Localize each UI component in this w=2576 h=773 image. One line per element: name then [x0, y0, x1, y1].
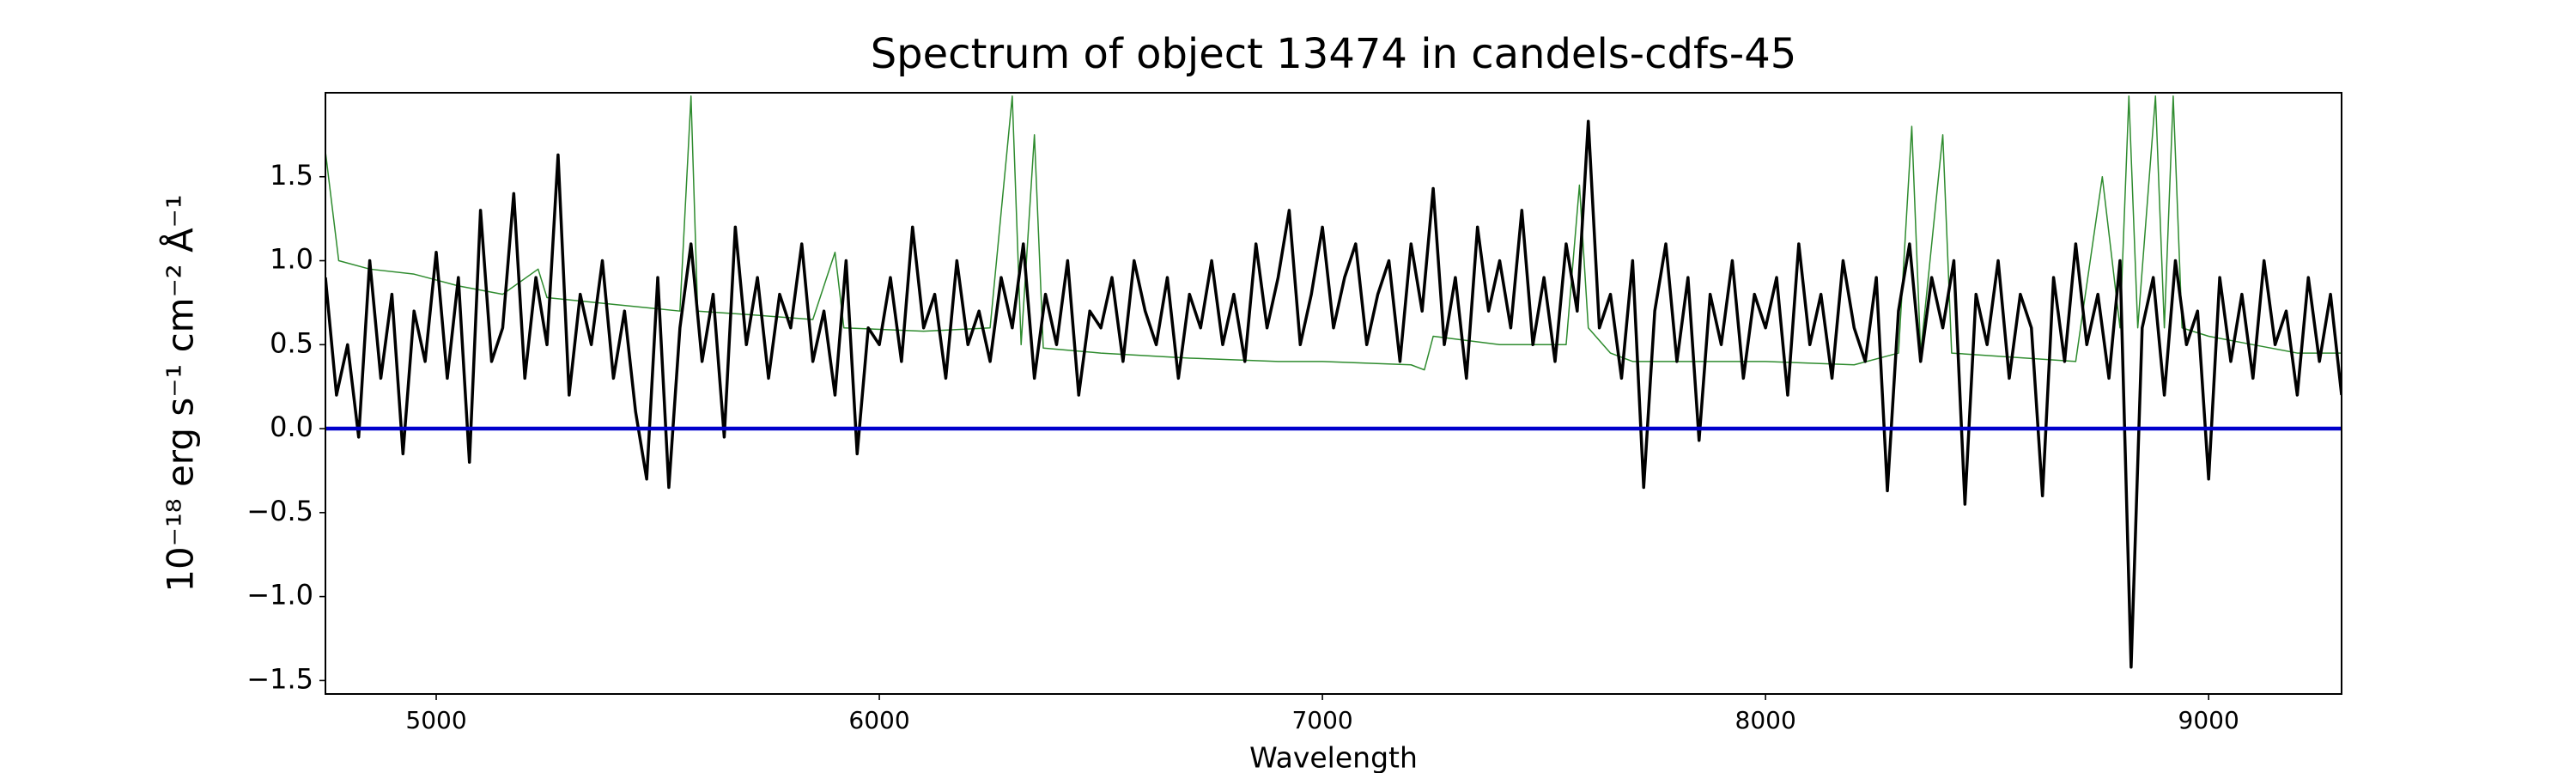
y-axis-label: 10⁻¹⁸ erg s⁻¹ cm⁻² Å⁻¹: [159, 194, 202, 592]
series-line: [325, 119, 2342, 669]
chart-title: Spectrum of object 13474 in candels-cdfs…: [871, 30, 1797, 78]
x-tick-label: 7000: [1291, 706, 1352, 734]
axes-frame: [325, 92, 2342, 695]
y-tick-label: 1.5: [270, 159, 313, 192]
plot-area: [325, 95, 2342, 669]
y-tick-label: 0.0: [270, 411, 313, 443]
series-line: [325, 95, 2342, 371]
y-tick-label: −0.5: [246, 495, 313, 527]
y-tick-label: 1.0: [270, 243, 313, 276]
x-tick-label: 9000: [2178, 706, 2239, 734]
y-tick-label: 0.5: [270, 326, 313, 359]
y-tick-label: −1.5: [246, 662, 313, 695]
x-tick-label: 6000: [848, 706, 909, 734]
x-tick-label: 5000: [405, 706, 466, 734]
x-axis-label: Wavelength: [1249, 741, 1418, 773]
y-tick-label: −1.0: [246, 579, 313, 612]
x-tick-label: 8000: [1735, 706, 1796, 734]
